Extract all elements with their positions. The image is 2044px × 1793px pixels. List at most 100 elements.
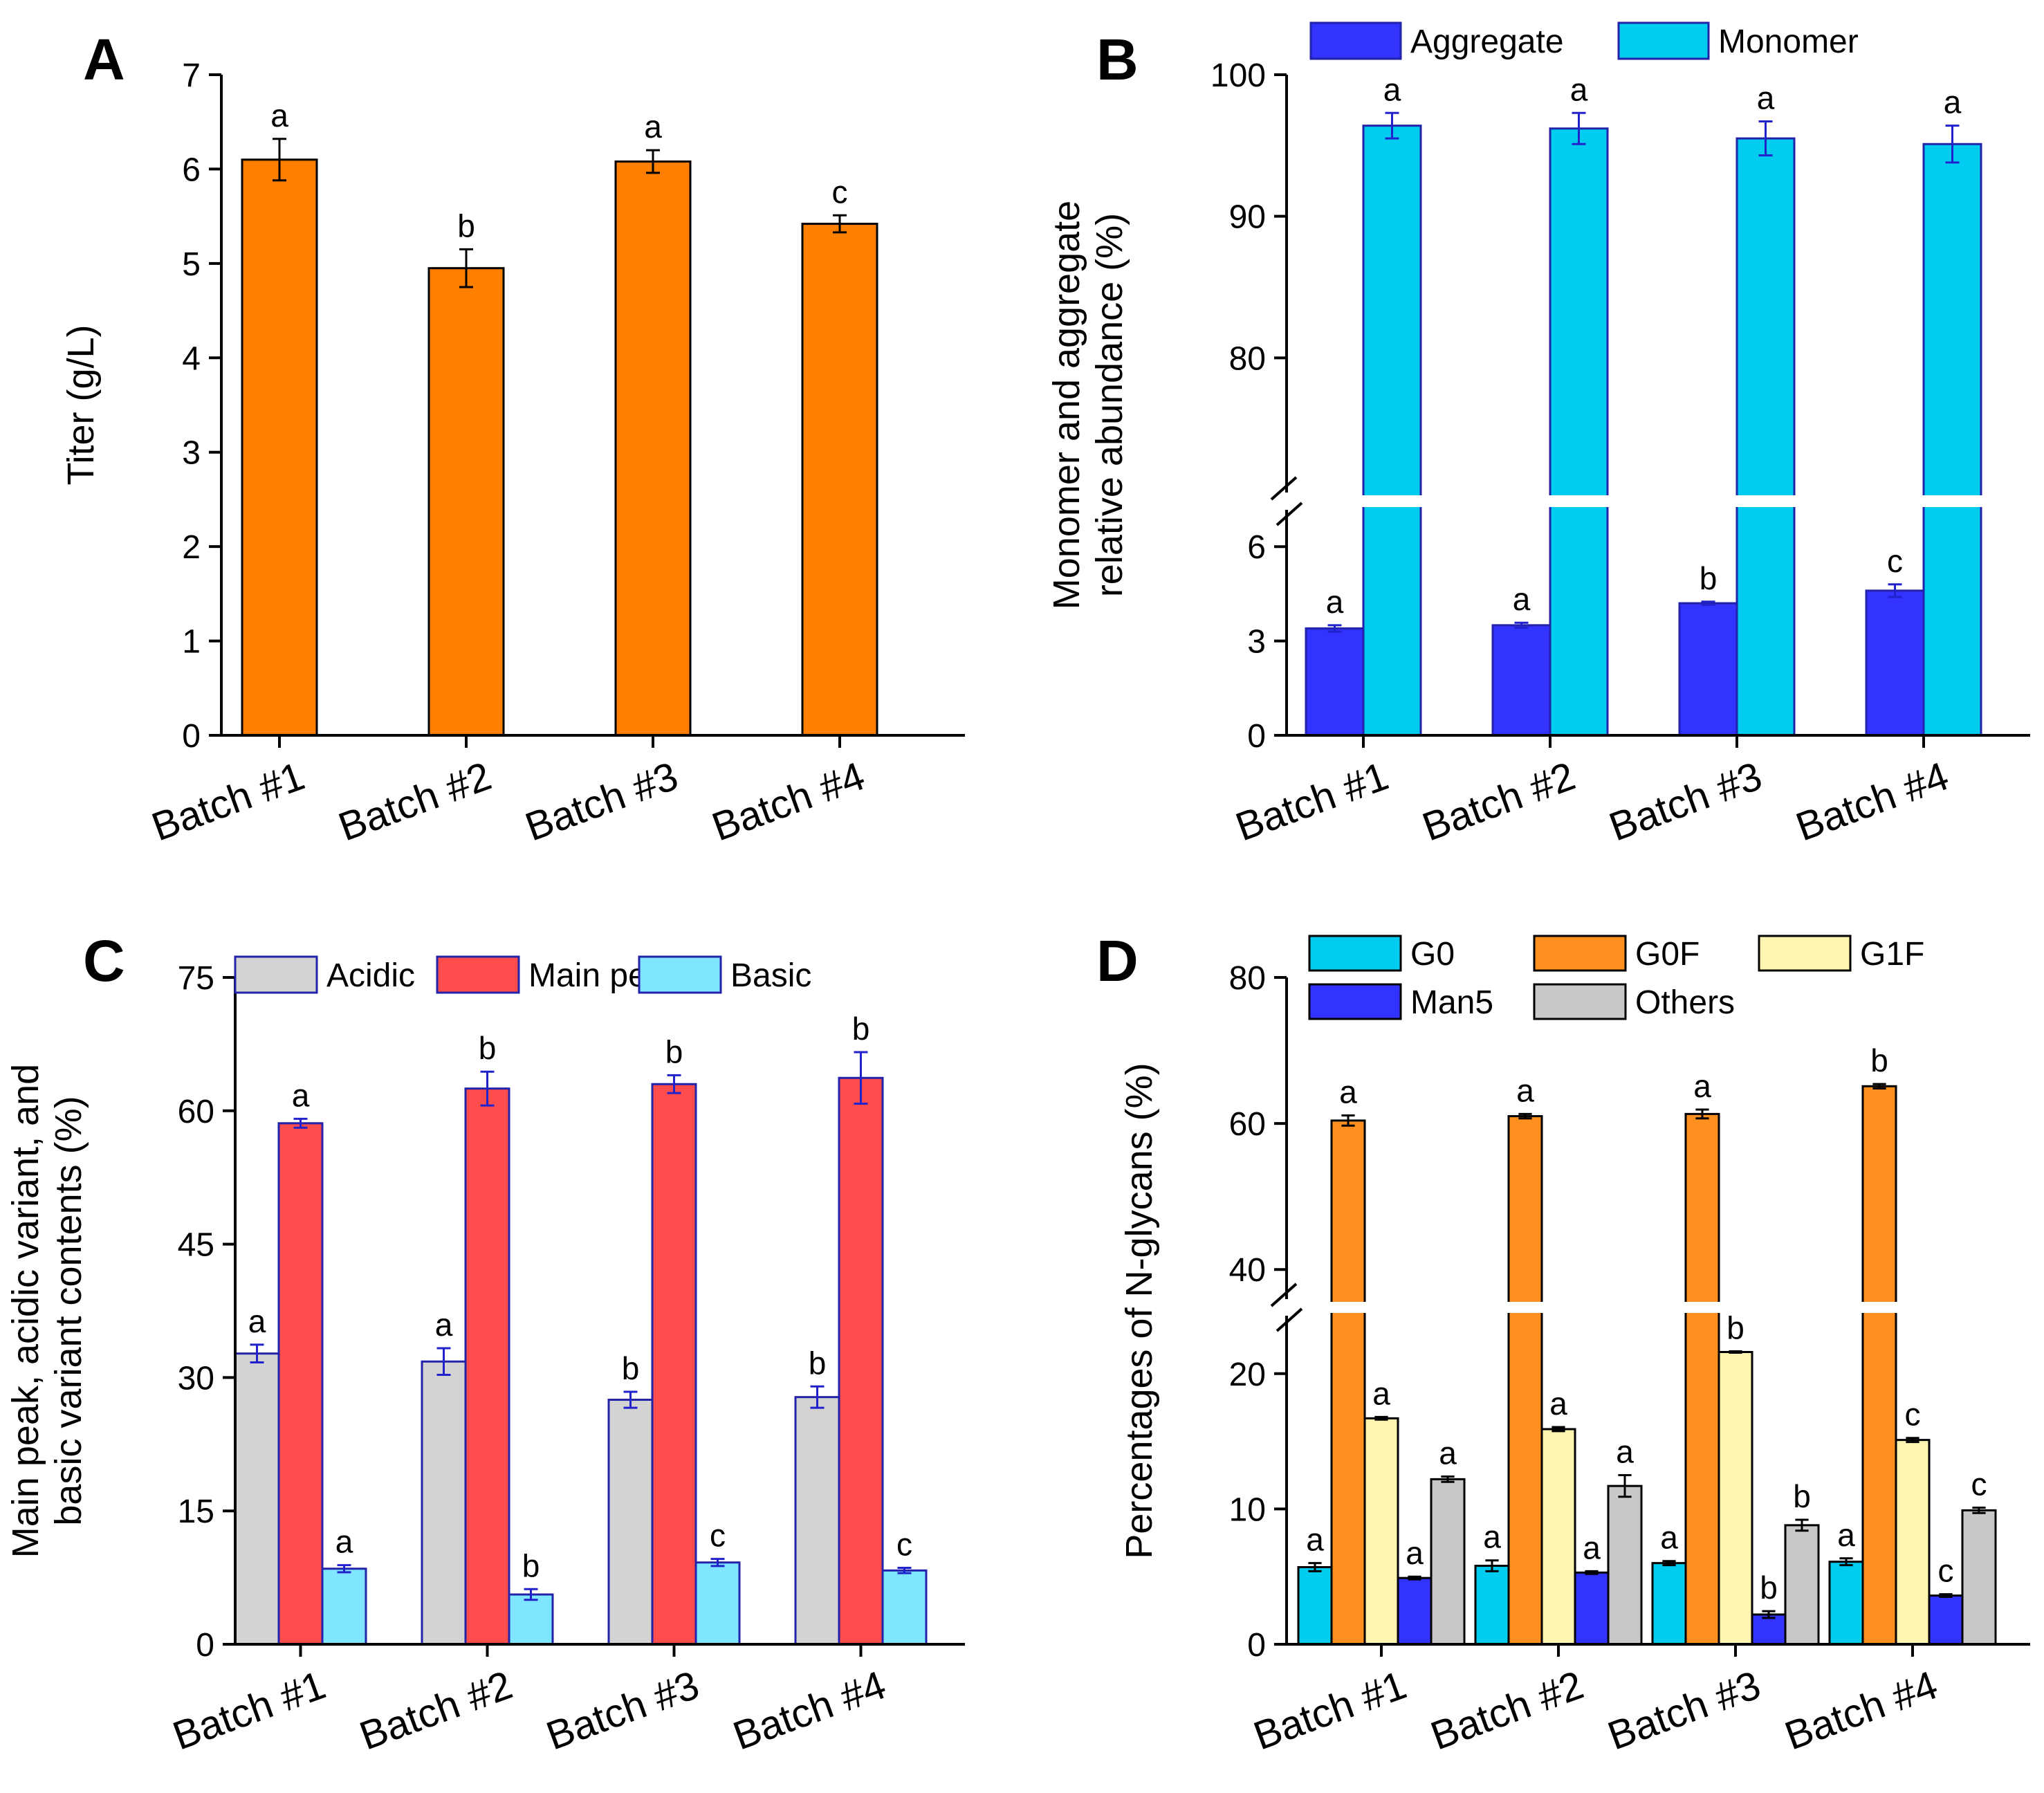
legend-swatch [436, 955, 520, 994]
legend-swatch [1308, 983, 1402, 1020]
x-tick-label: Batch #3 [541, 1662, 705, 1758]
bar-aggregate [1678, 602, 1738, 737]
panel-label: A [83, 27, 125, 92]
panel-label: D [1096, 928, 1139, 993]
y-axis-title: Titer (g/L) [60, 324, 102, 485]
x-tick-label: Batch #4 [706, 753, 870, 849]
significance-label: a [1660, 1520, 1678, 1556]
legend: G0 G0F G1F Man5 Others [1308, 935, 1924, 1021]
bar-g0f [1330, 1119, 1366, 1646]
bar-g0f [1507, 1115, 1543, 1646]
significance-label: c [710, 1518, 726, 1554]
bar-g1f [1718, 1351, 1753, 1646]
x-tick-label: Batch #1 [1230, 753, 1394, 849]
y-tick-label: 60 [1229, 1106, 1266, 1143]
y-tick-label: 75 [178, 960, 214, 997]
y-tick-label: 4 [182, 340, 201, 377]
bar-others [1784, 1524, 1820, 1646]
bar-monomer [1362, 125, 1422, 737]
bar-others [1430, 1478, 1466, 1646]
y-tick-label: 90 [1229, 199, 1266, 236]
panel-label: B [1096, 27, 1139, 92]
y-tick-label: 6 [182, 151, 201, 188]
significance-label: a [1693, 1068, 1711, 1104]
x-tick-label: Batch #3 [1602, 1662, 1766, 1758]
bar-acidic [234, 1352, 280, 1646]
x-tick-label: Batch #2 [354, 1662, 518, 1758]
legend-swatch [1533, 983, 1627, 1020]
bar-man5 [1574, 1571, 1610, 1646]
y-axis-title: basic variant contents (%) [48, 1096, 89, 1525]
significance-label: a [1306, 1522, 1324, 1558]
bar-g1f [1895, 1439, 1931, 1646]
x-tick-label: Batch #1 [146, 753, 310, 849]
y-axis-title: Main peak, acidic variant, and [5, 1064, 46, 1558]
x-tick-label: Batch #4 [1779, 1662, 1943, 1758]
axis-break-mark [1270, 1282, 1298, 1307]
bar-basic [881, 1569, 928, 1646]
x-tick-label: Batch #1 [1248, 1662, 1412, 1758]
legend-swatch [638, 955, 722, 994]
legend-swatch [1308, 935, 1402, 972]
x-tick-label: Batch #2 [333, 753, 497, 849]
y-tick-label: 40 [1229, 1252, 1266, 1289]
bar-aggregate [1865, 589, 1925, 737]
significance-label: a [435, 1307, 453, 1343]
significance-label: a [292, 1077, 310, 1113]
legend-label: G0 [1410, 936, 1455, 973]
significance-label: b [665, 1033, 683, 1069]
legend-swatch [1617, 21, 1710, 60]
panel-a: Aa b a c 0 1 2 3 4 5 6 7 Batch #1 Batch #2 Batch #3 Bat… [60, 27, 965, 850]
significance-label: a [1339, 1074, 1357, 1110]
legend-label: Others [1635, 984, 1735, 1021]
significance-label: b [1870, 1042, 1888, 1078]
significance-label: b [479, 1030, 497, 1066]
bar-main-peak [464, 1087, 510, 1646]
significance-label: c [1938, 1553, 1954, 1589]
y-tick-label: 3 [182, 435, 201, 472]
bar-monomer [1549, 127, 1609, 737]
significance-label: a [1583, 1529, 1601, 1565]
significance-label: a [1439, 1435, 1457, 1471]
legend-swatch [1309, 21, 1402, 60]
legend: Acidic Main peak Basic [234, 955, 811, 994]
significance-label: a [1516, 1072, 1534, 1108]
axis-break-gap [1288, 1302, 2032, 1313]
significance-label: a [1616, 1434, 1634, 1470]
x-tick-label: Batch #2 [1417, 753, 1581, 849]
significance-label: a [1513, 581, 1531, 617]
significance-label: a [270, 98, 288, 134]
bar-g0 [1474, 1565, 1510, 1646]
significance-label: a [1837, 1517, 1855, 1553]
y-tick-label: 5 [182, 246, 201, 283]
significance-label: b [809, 1345, 827, 1381]
y-axis-title: Monomer and aggregate [1046, 201, 1087, 609]
panel-label: C [83, 928, 125, 993]
bar-monomer [1735, 137, 1796, 737]
bar-g0f [1861, 1085, 1897, 1646]
bar-titer [241, 158, 318, 737]
significance-label: c [832, 174, 848, 210]
bar-g0 [1297, 1566, 1333, 1646]
bar-g0 [1828, 1561, 1864, 1646]
legend-label: Basic [730, 957, 811, 994]
significance-label: c [896, 1526, 912, 1562]
y-axis-title: relative abundance (%) [1089, 213, 1130, 597]
legend-swatch [234, 955, 318, 994]
y-tick-label: 45 [178, 1227, 214, 1264]
significance-label: a [1549, 1386, 1567, 1422]
axis-break-mark [1270, 476, 1298, 501]
y-tick-label: 7 [182, 57, 201, 94]
y-tick-label: 20 [1229, 1357, 1266, 1393]
y-tick-label: 0 [196, 1627, 214, 1664]
y-tick-label: 60 [178, 1094, 214, 1130]
bar-g0f [1684, 1112, 1720, 1646]
legend-label: G1F [1860, 936, 1924, 973]
significance-label: b [1700, 560, 1718, 596]
x-tick-label: Batch #1 [167, 1662, 331, 1758]
x-tick-label: Batch #2 [1425, 1662, 1589, 1758]
y-axis-title: Percentages of N-glycans (%) [1118, 1063, 1160, 1558]
legend-label: Acidic [326, 957, 415, 994]
legend-label: Man5 [1410, 984, 1493, 1021]
